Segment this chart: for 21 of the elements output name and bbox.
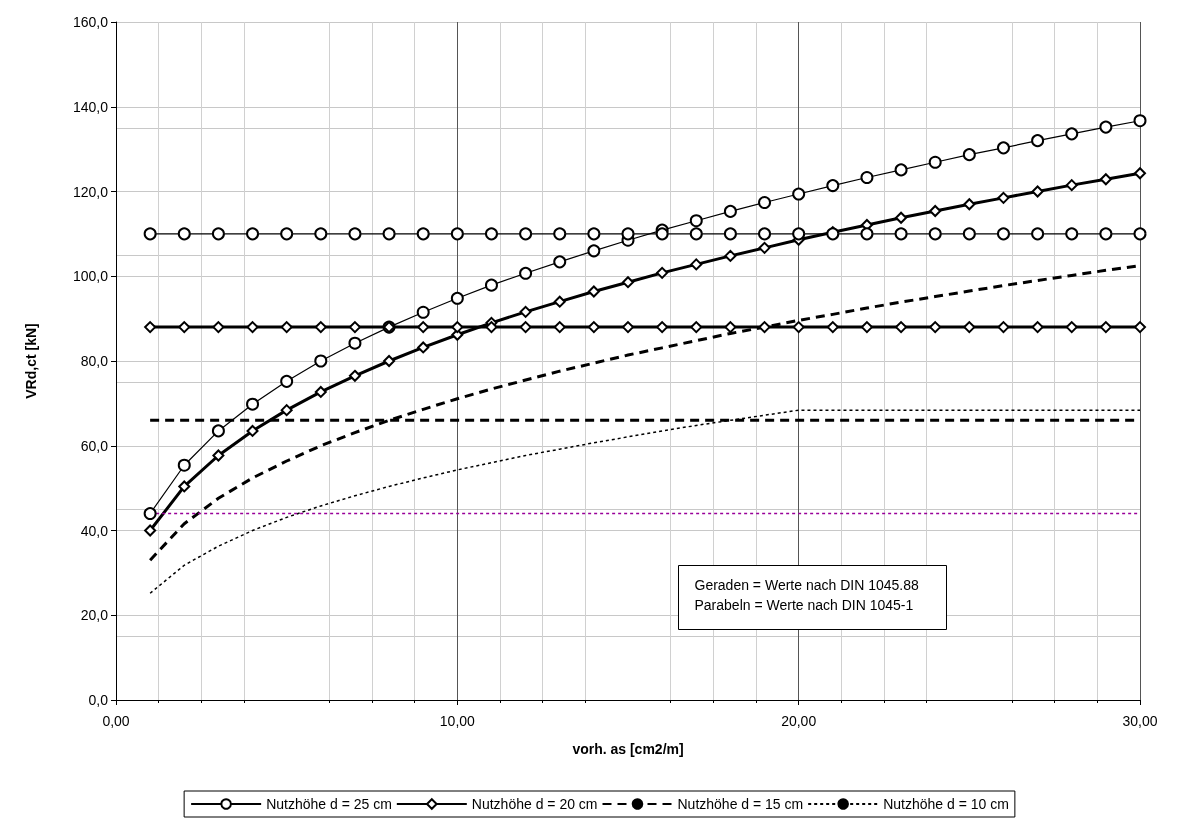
x-tick-label: 20,00 — [781, 713, 817, 729]
y-tick-label: 160,0 — [72, 14, 109, 30]
y-tick-label: 120,0 — [72, 183, 109, 200]
x-tick-label: 10,00 — [439, 713, 476, 729]
annotation: Geraden = Werte nach DIN 1045.88 — [694, 576, 919, 593]
legend-label: Nutzhöhe d = 25 cm — [266, 796, 392, 812]
y-tick-label: 40,0 — [80, 522, 109, 539]
y-tick-label: 140,0 — [72, 98, 109, 115]
y-tick-label: 100,0 — [72, 268, 109, 285]
legend-label: Nutzhöhe d = 15 cm — [677, 796, 804, 812]
y-axis-title: VRd,ct [kN] — [23, 323, 39, 399]
y-tick-label: 0,0 — [88, 692, 109, 708]
x-tick-label: 30,00 — [1122, 713, 1158, 729]
x-axis-title: vorh. as [cm2/m] — [572, 741, 684, 757]
legend-label: Nutzhöhe d = 10 cm — [883, 796, 1009, 812]
x-tick-label: 0,00 — [102, 713, 130, 729]
y-tick-label: 60,0 — [80, 437, 109, 454]
legend-label: Nutzhöhe d = 20 cm — [471, 796, 598, 812]
annotation: Parabeln = Werte nach DIN 1045-1 — [694, 596, 914, 613]
y-tick-label: 80,0 — [80, 353, 109, 369]
y-tick-label: 20,0 — [80, 607, 109, 624]
